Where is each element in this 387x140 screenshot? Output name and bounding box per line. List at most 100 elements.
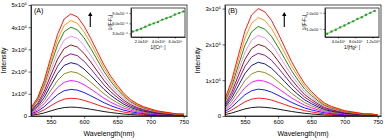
y-axis-title: Intensity [194,47,202,74]
y-axis: 3.0x10⁻⁶ 6.0x10⁻⁶ 9.0x10⁻⁶ [112,9,131,38]
tick: 9.0x10⁻⁶ [112,11,131,16]
tick: 2x10⁵ [12,69,32,75]
panel-label: (A) [34,7,43,15]
tick-label: 2x10⁵ [12,69,28,75]
tick-mark [150,116,151,119]
tick: 650 [307,116,318,125]
tick-mark [29,49,32,50]
x-axis: 550600650700750 [32,116,190,125]
inset-chart: 2.0x10⁵4.0x10⁵6.0x10⁵3.0x10⁻⁶6.0x10⁻⁶9.0… [108,8,186,50]
tick: 700 [146,116,157,125]
tick: 1x10⁵ [206,78,226,84]
tick-mark [130,23,132,24]
tick-label: 5x10⁵ [12,2,28,8]
tick-label: 0 [218,113,222,119]
tick-mark [29,116,32,117]
tick-mark [130,13,132,14]
tick: 8.0x10⁵ [349,37,363,44]
tick-mark [324,29,326,30]
tick: 6.0x10⁻⁶ [112,21,131,26]
tick-mark [29,5,32,6]
tick-label: 2x10⁵ [206,42,222,48]
tick-label: 3x10⁵ [12,47,28,53]
tick-label: 700 [340,119,351,125]
tick: 750 [373,116,384,125]
tick-label: 4.0x10⁵ [332,39,346,44]
series-line [225,80,378,115]
x-axis: 4.0x10⁵8.0x10⁵1.2x10⁶ [326,37,381,44]
y-axis-title: Intensity [0,47,8,74]
y-axis: 01x10⁵2x10⁵3x10⁵ [206,6,226,120]
tick: 600 [274,116,285,125]
tick-mark [223,116,226,117]
tick-mark [311,116,312,119]
series-line [327,11,375,34]
plot-frame [225,5,381,116]
series-line [225,89,378,116]
series-line [225,26,378,115]
tick-label: 8.0x10⁵ [349,39,363,44]
tick-mark [324,13,326,14]
tick: 1.2x10⁶ [366,37,380,44]
y-axis: 1.0x10⁻⁵ 2.0x10⁻⁵ [306,9,325,38]
arrow-shaft [284,15,285,27]
chart: 55060065070075001x10⁵2x10⁵3x10⁵Wavelengt… [194,5,384,138]
tick-label: 550 [46,119,57,125]
tick-label: 9.0x10⁻⁶ [112,11,128,16]
tick-mark [278,116,279,119]
tick-mark [378,116,379,119]
tick: 4x10⁵ [12,25,32,31]
axis-line [31,6,32,117]
series-line [225,44,378,115]
tick-mark [117,116,118,119]
tick: 0 [218,113,225,119]
tick-mark [29,72,32,73]
tick-label: 4.0x10⁵ [152,39,166,44]
series-line [31,72,184,116]
tick: 5x10⁵ [12,2,32,8]
series-line [225,62,378,115]
x-axis-title: 1/[Cr³⁺] [151,45,166,50]
plot-frame [131,8,185,37]
series-line [133,11,184,31]
tick-label: 550 [240,119,251,125]
axis-line [225,6,226,117]
plot-frame [31,5,187,116]
tick-mark [223,9,226,10]
axis-line [32,116,188,117]
tick: 2.0x10⁵ [135,37,149,44]
tick-label: 1x10⁵ [12,91,28,97]
tick-label: 650 [113,119,124,125]
tick-mark [130,34,132,35]
tick: 3x10⁵ [12,47,32,53]
axis-line [325,9,326,38]
series-line [225,35,378,115]
arrow-shaft [90,15,91,27]
tick: 2x10⁵ [206,42,226,48]
tick: 1x10⁵ [12,91,32,97]
plot-frame [325,8,379,37]
tick: 2.0x10⁻⁵ [306,11,325,16]
axis-line [131,9,132,38]
tick-label: 6.0x10⁻⁶ [112,21,128,26]
tick-mark [344,116,345,119]
tick: 6.0x10⁵ [169,37,183,44]
tick-label: 750 [373,119,384,125]
inset-chart: 4.0x10⁵8.0x10⁵1.2x10⁶1.0x10⁻⁵2.0x10⁻⁵1/[… [302,8,380,50]
x-axis-title: Wavelength(nm) [83,130,134,138]
tick-label: 2.0x10⁵ [135,39,149,44]
tick: 4.0x10⁵ [152,37,166,44]
tick: 3.0x10⁻⁶ [112,31,131,36]
tick-mark [223,44,226,45]
tick: 0 [24,113,31,119]
y-axis-title: 1/(F-F₀) [302,14,307,30]
x-axis: 550 600 650 700 750 [226,116,384,125]
x-axis: 2.0x10⁵4.0x10⁵6.0x10⁵ [132,37,186,44]
tick-label: 6.0x10⁵ [169,39,183,44]
figure: 550 600 650 700 750 0 1x10⁵ 2x10⁵ 3x10⁵ 4x10⁵ 5x10… [0,0,387,140]
tick: 1.0x10⁻⁵ [306,27,325,32]
tick: 700 [340,116,351,125]
panel-label: (B) [228,7,237,15]
tick-label: 1.0x10⁻⁵ [306,27,322,32]
tick-mark [51,116,52,119]
